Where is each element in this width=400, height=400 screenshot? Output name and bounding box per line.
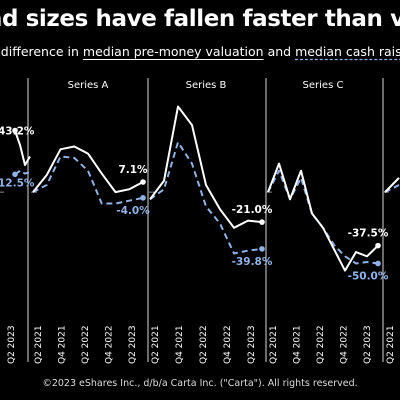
x-tick-label-2-1: Q4 2021	[175, 325, 185, 364]
subtitle-part-3: median cash raised	[295, 44, 400, 59]
data-label-1-0: 7.1%	[118, 164, 148, 176]
data-label-3-0: -37.5%	[348, 228, 389, 240]
page-title: nd sizes have fallen faster than valuat	[0, 4, 400, 34]
x-tick-label-1-4: Q2 2023	[128, 325, 138, 364]
endpoint-2-1	[259, 246, 265, 252]
data-label-2-1: -39.8%	[232, 256, 273, 268]
series-valuation-1	[32, 145, 144, 194]
x-tick-label-3-3: Q4 2022	[340, 325, 350, 364]
endpoint-0-0	[12, 127, 18, 134]
x-tick-label-2-3: Q4 2022	[223, 325, 233, 364]
subtitle-part-2: and	[263, 44, 296, 59]
x-tick-label-1-2: Q2 2022	[81, 325, 91, 364]
endpoint-1-1	[140, 195, 146, 201]
x-tick-label-2-0: Q2 2021	[151, 325, 161, 364]
endpoint-3-1	[375, 260, 381, 267]
data-label-2-0: -21.0%	[232, 204, 273, 216]
subtitle-part-0: nt difference in	[0, 44, 79, 59]
title-text: nd sizes have fallen faster than valuat	[0, 6, 400, 32]
copyright-footer: ©2023 eShares Inc., d/b/a Carta Inc. ("C…	[42, 378, 358, 389]
data-label-0-0: 43.2%	[0, 126, 35, 138]
chart-subtitle: nt difference in median pre-money valuat…	[0, 42, 400, 62]
endpoint-3-0	[375, 242, 381, 249]
series-valuation-2	[149, 105, 263, 229]
series-valuation-0	[14, 130, 31, 167]
data-label-0-1: 12.5%	[0, 177, 35, 189]
series-valuation-4	[384, 177, 400, 193]
x-tick-label-3-0: Q2 2021	[269, 325, 279, 364]
panel-title-2: Series B	[186, 80, 227, 91]
x-tick-label-1-3: Q4 2022	[105, 325, 115, 364]
x-tick-label-3-2: Q2 2022	[316, 325, 326, 364]
endpoint-1-0	[140, 179, 146, 185]
endpoint-0-1	[12, 171, 18, 178]
series-cash-raised-2	[149, 141, 263, 255]
x-tick-label-4-0: Q2 2021	[386, 325, 396, 364]
endpoint-2-0	[259, 219, 265, 225]
x-tick-label-1-1: Q4 2021	[58, 325, 68, 364]
x-tick-label-3-1: Q4 2021	[293, 325, 303, 364]
x-tick-label-2-4: Q2 2023	[247, 325, 257, 364]
series-valuation-3	[267, 162, 379, 272]
subtitle-part-1: median pre-money valuation	[82, 44, 264, 59]
x-tick-label-2-2: Q2 2022	[199, 325, 209, 364]
data-label-1-1: -4.0%	[116, 205, 150, 217]
series-cash-raised-0	[14, 169, 31, 176]
subtitle-text: nt difference in median pre-money valuat…	[0, 42, 400, 62]
x-tick-label-3-4: Q2 2023	[363, 325, 373, 364]
x-tick-label-1-0: Q2 2021	[34, 325, 44, 364]
panel-title-1: Series A	[68, 80, 109, 91]
x-tick-label-0-0: Q2 2023	[7, 325, 17, 364]
panel-title-3: Series C	[303, 80, 344, 91]
data-label-3-1: -50.0%	[348, 270, 389, 282]
line-chart: 43.2% 12.5% Q2 2023 Series A 7.1% -4.0% Q2 202…	[0, 78, 400, 364]
